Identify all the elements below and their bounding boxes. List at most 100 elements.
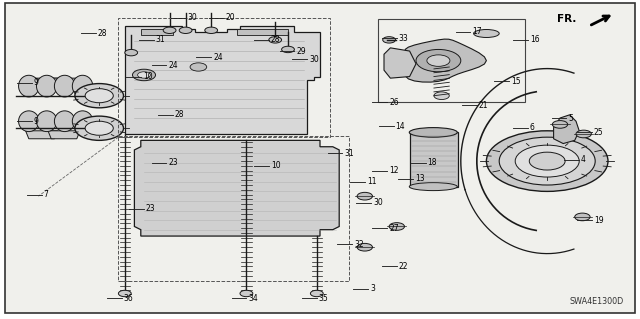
Circle shape xyxy=(75,116,124,140)
Text: 17: 17 xyxy=(472,27,482,36)
Text: 23: 23 xyxy=(146,204,156,213)
Text: 28: 28 xyxy=(98,29,108,38)
Polygon shape xyxy=(405,39,486,82)
Circle shape xyxy=(416,49,461,72)
Ellipse shape xyxy=(410,128,458,137)
Circle shape xyxy=(486,131,608,191)
Ellipse shape xyxy=(54,111,75,132)
Circle shape xyxy=(357,192,372,200)
Circle shape xyxy=(138,72,150,78)
Text: 25: 25 xyxy=(594,128,604,137)
Circle shape xyxy=(427,55,450,66)
Polygon shape xyxy=(26,78,58,86)
Text: SWA4E1300D: SWA4E1300D xyxy=(570,297,624,306)
Text: 15: 15 xyxy=(511,77,520,86)
Text: 33: 33 xyxy=(399,34,408,43)
Circle shape xyxy=(118,290,131,297)
Bar xyxy=(118,136,349,281)
Ellipse shape xyxy=(36,111,57,132)
Polygon shape xyxy=(48,78,80,86)
Text: 10: 10 xyxy=(271,161,280,170)
Circle shape xyxy=(205,27,218,33)
Text: 7: 7 xyxy=(44,190,49,199)
Text: 12: 12 xyxy=(389,166,399,175)
Text: 11: 11 xyxy=(367,177,376,186)
Text: 5: 5 xyxy=(568,114,573,122)
Bar xyxy=(378,19,525,102)
Circle shape xyxy=(357,243,372,251)
Ellipse shape xyxy=(410,182,458,191)
Text: 30: 30 xyxy=(309,55,319,63)
Text: 28: 28 xyxy=(271,35,280,44)
Text: 28: 28 xyxy=(175,110,184,119)
Polygon shape xyxy=(554,115,579,144)
Circle shape xyxy=(240,290,253,297)
Circle shape xyxy=(75,84,124,108)
Text: 23: 23 xyxy=(168,158,178,167)
Circle shape xyxy=(269,37,282,43)
Polygon shape xyxy=(141,29,173,35)
Bar xyxy=(410,132,458,187)
Text: 16: 16 xyxy=(530,35,540,44)
Ellipse shape xyxy=(474,29,499,38)
Text: 21: 21 xyxy=(479,101,488,110)
Text: 24: 24 xyxy=(213,53,223,62)
Polygon shape xyxy=(237,29,288,35)
Text: 26: 26 xyxy=(389,98,399,107)
Circle shape xyxy=(499,137,595,185)
Polygon shape xyxy=(125,26,320,134)
Text: 9: 9 xyxy=(34,78,39,87)
Circle shape xyxy=(434,92,449,100)
Text: FR.: FR. xyxy=(557,14,576,24)
Circle shape xyxy=(576,130,591,138)
Text: 36: 36 xyxy=(124,294,133,303)
Text: 31: 31 xyxy=(156,35,165,44)
Text: 27: 27 xyxy=(389,224,399,233)
Text: 29: 29 xyxy=(296,47,306,56)
Circle shape xyxy=(389,223,404,230)
Text: 13: 13 xyxy=(415,174,424,183)
Text: 30: 30 xyxy=(373,198,383,207)
Circle shape xyxy=(552,121,568,128)
Ellipse shape xyxy=(36,75,57,97)
Text: 19: 19 xyxy=(594,216,604,225)
Polygon shape xyxy=(26,131,58,139)
Text: 24: 24 xyxy=(168,61,178,70)
Circle shape xyxy=(125,49,138,56)
Circle shape xyxy=(575,213,590,221)
Text: 10: 10 xyxy=(143,72,152,81)
Polygon shape xyxy=(384,48,416,78)
Text: 32: 32 xyxy=(354,240,364,249)
Circle shape xyxy=(163,27,176,33)
Circle shape xyxy=(85,89,113,103)
Polygon shape xyxy=(134,140,339,236)
Text: 4: 4 xyxy=(581,155,586,164)
Bar xyxy=(118,18,330,137)
Circle shape xyxy=(310,290,323,297)
Ellipse shape xyxy=(54,75,75,97)
Text: 18: 18 xyxy=(428,158,437,167)
Text: 22: 22 xyxy=(399,262,408,271)
Text: 9: 9 xyxy=(34,117,39,126)
Ellipse shape xyxy=(72,111,93,132)
Circle shape xyxy=(132,69,156,81)
Text: 30: 30 xyxy=(188,13,197,22)
Text: 20: 20 xyxy=(226,13,236,22)
Circle shape xyxy=(179,27,192,33)
Circle shape xyxy=(190,63,207,71)
Circle shape xyxy=(515,145,579,177)
Text: 31: 31 xyxy=(344,149,354,158)
Polygon shape xyxy=(48,131,80,139)
Text: 14: 14 xyxy=(396,122,405,130)
Text: 34: 34 xyxy=(248,294,258,303)
Text: 35: 35 xyxy=(319,294,328,303)
Circle shape xyxy=(282,46,294,53)
Circle shape xyxy=(85,121,113,135)
Ellipse shape xyxy=(19,75,39,97)
Text: 6: 6 xyxy=(530,123,535,132)
Ellipse shape xyxy=(72,75,93,97)
Circle shape xyxy=(529,152,565,170)
Text: 3: 3 xyxy=(370,284,375,293)
Circle shape xyxy=(383,37,396,43)
Ellipse shape xyxy=(19,111,39,132)
